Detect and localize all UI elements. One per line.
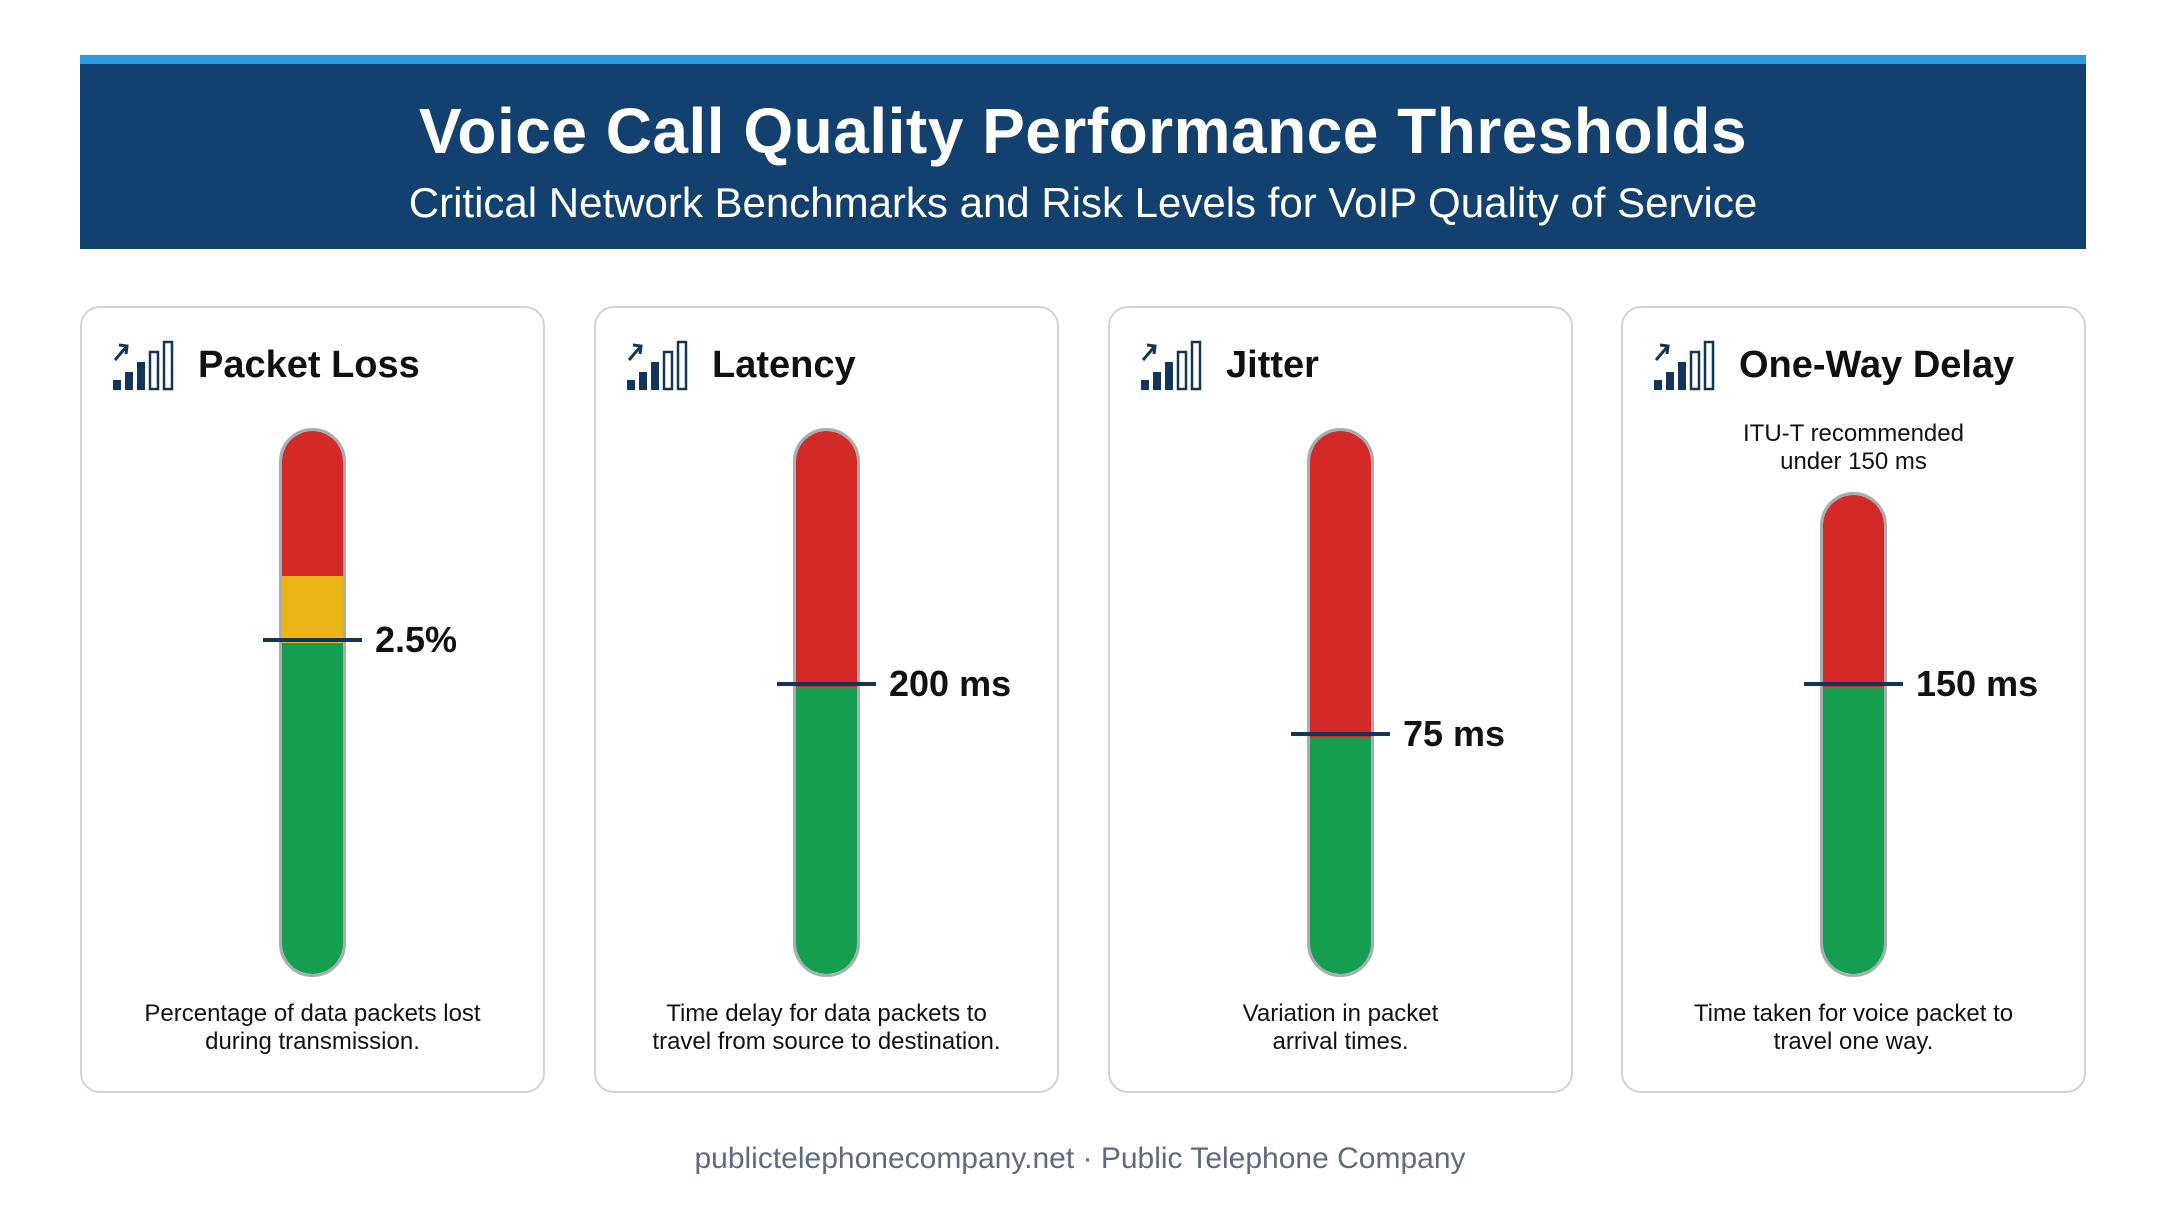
description-line: during transmission. [205, 1028, 420, 1055]
threshold-marker [263, 638, 362, 642]
description-line: Time taken for voice packet to [1693, 1000, 2014, 1027]
threshold-value: 2.5% [375, 619, 458, 660]
green-zone [796, 687, 857, 974]
card-description: Percentage of data packets lost during t… [92, 1000, 533, 1056]
threshold-gauge [279, 428, 346, 977]
threshold-value: 200 ms [889, 663, 1012, 704]
threshold-marker [1291, 732, 1390, 736]
card-title: One-Way Delay [1739, 344, 2015, 386]
green-zone [1823, 687, 1884, 974]
amber-zone [282, 576, 343, 643]
signal-bars-trend-icon [627, 340, 688, 391]
signal-bars-trend-icon [113, 340, 174, 391]
card-note: ITU-T recommended under 150 ms [1623, 420, 2084, 476]
threshold-marker [1804, 682, 1903, 686]
threshold-marker [777, 682, 876, 686]
threshold-gauge [793, 428, 860, 977]
page-subtitle: Critical Network Benchmarks and Risk Lev… [408, 179, 1758, 226]
red-zone [1310, 431, 1371, 737]
card-one-way-delay: One-Way Delay ITU-T recommended under 15… [1621, 306, 2086, 1093]
threshold-gauge [1307, 428, 1374, 977]
card-packet-loss: Packet Loss 2.5% Percentage of data pack… [80, 306, 545, 1093]
green-zone [1310, 737, 1371, 974]
signal-bars-trend-icon [1141, 340, 1202, 391]
red-zone [1823, 495, 1884, 687]
red-zone [282, 431, 343, 576]
threshold-value: 150 ms [1916, 663, 2039, 704]
description-line: Time delay for data packets to [666, 1000, 987, 1027]
note-line: under 150 ms [1780, 448, 1927, 475]
page-title: Voice Call Quality Performance Threshold… [418, 95, 1748, 167]
threshold-gauge [1820, 492, 1887, 977]
card-latency: Latency 200 ms Time delay for data packe… [594, 306, 1059, 1093]
card-description: Time delay for data packets to travel fr… [606, 1000, 1047, 1056]
description-line: travel from source to destination. [652, 1028, 1001, 1055]
card-title: Jitter [1226, 344, 1319, 386]
red-zone [796, 431, 857, 687]
card-title: Packet Loss [198, 344, 420, 386]
note-line: ITU-T recommended [1743, 420, 1964, 447]
description-line: Percentage of data packets lost [144, 1000, 481, 1027]
footer-credit: publictelephonecompany.net · Public Tele… [694, 1142, 1466, 1175]
header-banner: Voice Call Quality Performance Threshold… [80, 55, 2086, 249]
card-jitter: Jitter 75 ms Variation in packet arrival… [1108, 306, 1573, 1093]
threshold-value: 75 ms [1403, 713, 1506, 754]
card-description: Variation in packet arrival times. [1120, 1000, 1561, 1056]
card-description: Time taken for voice packet to travel on… [1633, 1000, 2074, 1056]
green-zone [282, 643, 343, 974]
description-line: arrival times. [1272, 1028, 1409, 1055]
card-title: Latency [712, 344, 856, 386]
description-line: travel one way. [1773, 1028, 1934, 1055]
description-line: Variation in packet [1242, 1000, 1439, 1027]
signal-bars-trend-icon [1654, 340, 1715, 391]
metric-cards: Packet Loss 2.5% Percentage of data pack… [80, 306, 2086, 1093]
